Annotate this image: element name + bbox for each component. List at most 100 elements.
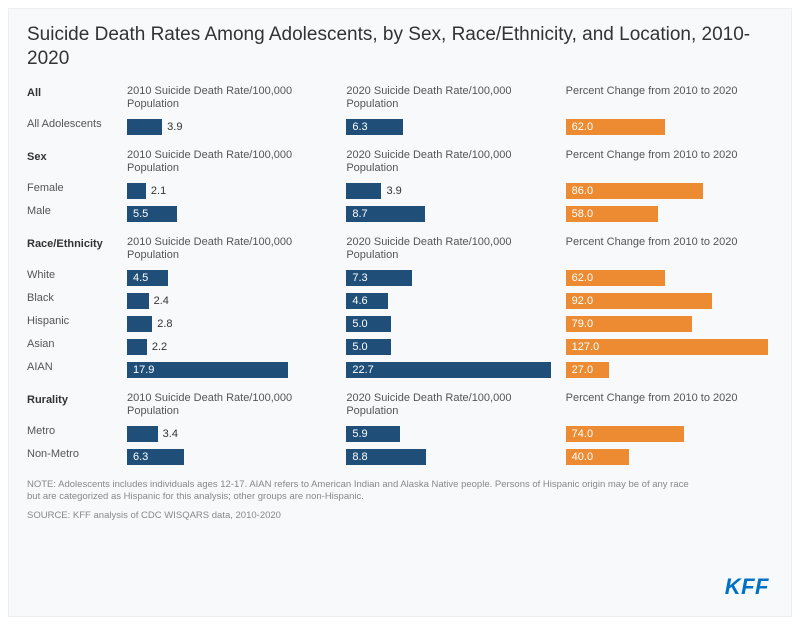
row-columns: 6.3 8.8 40.0	[127, 447, 773, 469]
bar-value: 40.0	[566, 451, 593, 463]
data-row: Metro3.45.974.0	[27, 424, 773, 446]
column-header: Percent Change from 2010 to 2020	[566, 236, 773, 264]
bar-value: 3.4	[158, 428, 178, 440]
column-header: Percent Change from 2010 to 2020	[566, 149, 773, 177]
bar-value: 4.5	[127, 272, 148, 284]
bar-fill: 127.0	[566, 339, 769, 355]
bar: 27.0	[566, 360, 773, 380]
row-columns: 17.922.727.0	[127, 360, 773, 382]
bar-fill: 86.0	[566, 183, 703, 199]
row-label: Black	[27, 291, 127, 313]
data-row: All Adolescents3.9 6.3 62.0	[27, 117, 773, 139]
column-header: 2010 Suicide Death Rate/100,000 Populati…	[127, 392, 334, 420]
section-name: Sex	[27, 149, 127, 163]
bar-value: 79.0	[566, 318, 593, 330]
row-columns: 4.5 7.3 62.0	[127, 268, 773, 290]
column-header: 2010 Suicide Death Rate/100,000 Populati…	[127, 149, 334, 177]
bar-value: 58.0	[566, 208, 593, 220]
bar-value: 86.0	[566, 185, 593, 197]
kff-logo: KFF	[725, 574, 769, 600]
bar-fill: 79.0	[566, 316, 692, 332]
row-columns: 3.4 5.9 74.0	[127, 424, 773, 446]
bar: 7.3	[346, 268, 553, 288]
column-header: 2010 Suicide Death Rate/100,000 Populati…	[127, 85, 334, 113]
row-label: AIAN	[27, 360, 127, 382]
header-columns: 2010 Suicide Death Rate/100,000 Populati…	[127, 236, 773, 268]
bar-fill: 27.0	[566, 362, 609, 378]
bar: 92.0	[566, 291, 773, 311]
row-label: Asian	[27, 337, 127, 359]
chart-title: Suicide Death Rates Among Adolescents, b…	[27, 23, 773, 71]
bar: 5.0	[346, 337, 553, 357]
row-columns: 2.44.692.0	[127, 291, 773, 313]
header-columns: 2010 Suicide Death Rate/100,000 Populati…	[127, 85, 773, 117]
bar-fill: 5.0	[346, 316, 391, 332]
bar-value: 4.6	[346, 295, 367, 307]
bar: 5.9	[346, 424, 553, 444]
bar: 3.9	[127, 117, 334, 137]
bar-fill: 74.0	[566, 426, 684, 442]
bar-value: 22.7	[346, 364, 373, 376]
chart-note: NOTE: Adolescents includes individuals a…	[27, 479, 773, 505]
bar-value: 62.0	[566, 121, 593, 133]
column-header: 2020 Suicide Death Rate/100,000 Populati…	[346, 149, 553, 177]
bar-value: 5.9	[346, 428, 367, 440]
bar-fill: 5.0	[346, 339, 391, 355]
bar: 40.0	[566, 447, 773, 467]
bar: 74.0	[566, 424, 773, 444]
data-row: Male5.58.758.0	[27, 204, 773, 226]
bar-fill: 92.0	[566, 293, 713, 309]
bar: 8.8	[346, 447, 553, 467]
row-label: All Adolescents	[27, 117, 127, 139]
bar-fill: 6.3	[127, 449, 184, 465]
bar-fill: 4.6	[346, 293, 387, 309]
data-row: Black2.44.692.0	[27, 291, 773, 313]
row-columns: 3.9 6.3 62.0	[127, 117, 773, 139]
data-row: Non-Metro6.38.840.0	[27, 447, 773, 469]
column-header: Percent Change from 2010 to 2020	[566, 392, 773, 420]
bar-value: 2.8	[152, 318, 172, 330]
bar: 3.4	[127, 424, 334, 444]
chart-body: All2010 Suicide Death Rate/100,000 Popul…	[27, 85, 773, 469]
row-columns: 2.13.986.0	[127, 181, 773, 203]
bar: 4.6	[346, 291, 553, 311]
bar-fill	[346, 183, 381, 199]
bar-fill: 58.0	[566, 206, 659, 222]
bar-fill	[127, 316, 152, 332]
row-label: Female	[27, 181, 127, 203]
bar-value: 8.8	[346, 451, 367, 463]
bar-value: 127.0	[566, 341, 600, 353]
bar-value: 62.0	[566, 272, 593, 284]
column-header: 2020 Suicide Death Rate/100,000 Populati…	[346, 85, 553, 113]
bar: 127.0	[566, 337, 773, 357]
bar-value: 6.3	[127, 451, 148, 463]
row-label: Male	[27, 204, 127, 226]
bar: 79.0	[566, 314, 773, 334]
bar: 6.3	[127, 447, 334, 467]
column-header: 2020 Suicide Death Rate/100,000 Populati…	[346, 392, 553, 420]
bar-value: 5.0	[346, 341, 367, 353]
bar-fill	[127, 119, 162, 135]
bar: 4.5	[127, 268, 334, 288]
row-columns: 5.58.758.0	[127, 204, 773, 226]
bar: 5.5	[127, 204, 334, 224]
data-row: AIAN17.922.727.0	[27, 360, 773, 382]
data-row: Hispanic2.85.079.0	[27, 314, 773, 336]
section-header-row: Sex2010 Suicide Death Rate/100,000 Popul…	[27, 149, 773, 181]
bar: 62.0	[566, 268, 773, 288]
bar-fill: 4.5	[127, 270, 168, 286]
section-header-row: Race/Ethnicity2010 Suicide Death Rate/10…	[27, 236, 773, 268]
section: Sex2010 Suicide Death Rate/100,000 Popul…	[27, 149, 773, 226]
bar-fill: 62.0	[566, 270, 665, 286]
row-columns: 2.8 5.0 79.0	[127, 314, 773, 336]
bar: 2.2	[127, 337, 334, 357]
data-row: Asian2.2 5.0 127.0	[27, 337, 773, 359]
row-columns: 2.2 5.0 127.0	[127, 337, 773, 359]
bar: 5.0	[346, 314, 553, 334]
section-name: Rurality	[27, 392, 127, 406]
bar-fill: 8.8	[346, 449, 425, 465]
bar-value: 2.1	[146, 185, 166, 197]
bar-value: 27.0	[566, 364, 593, 376]
bar-value: 6.3	[346, 121, 367, 133]
column-header: 2010 Suicide Death Rate/100,000 Populati…	[127, 236, 334, 264]
